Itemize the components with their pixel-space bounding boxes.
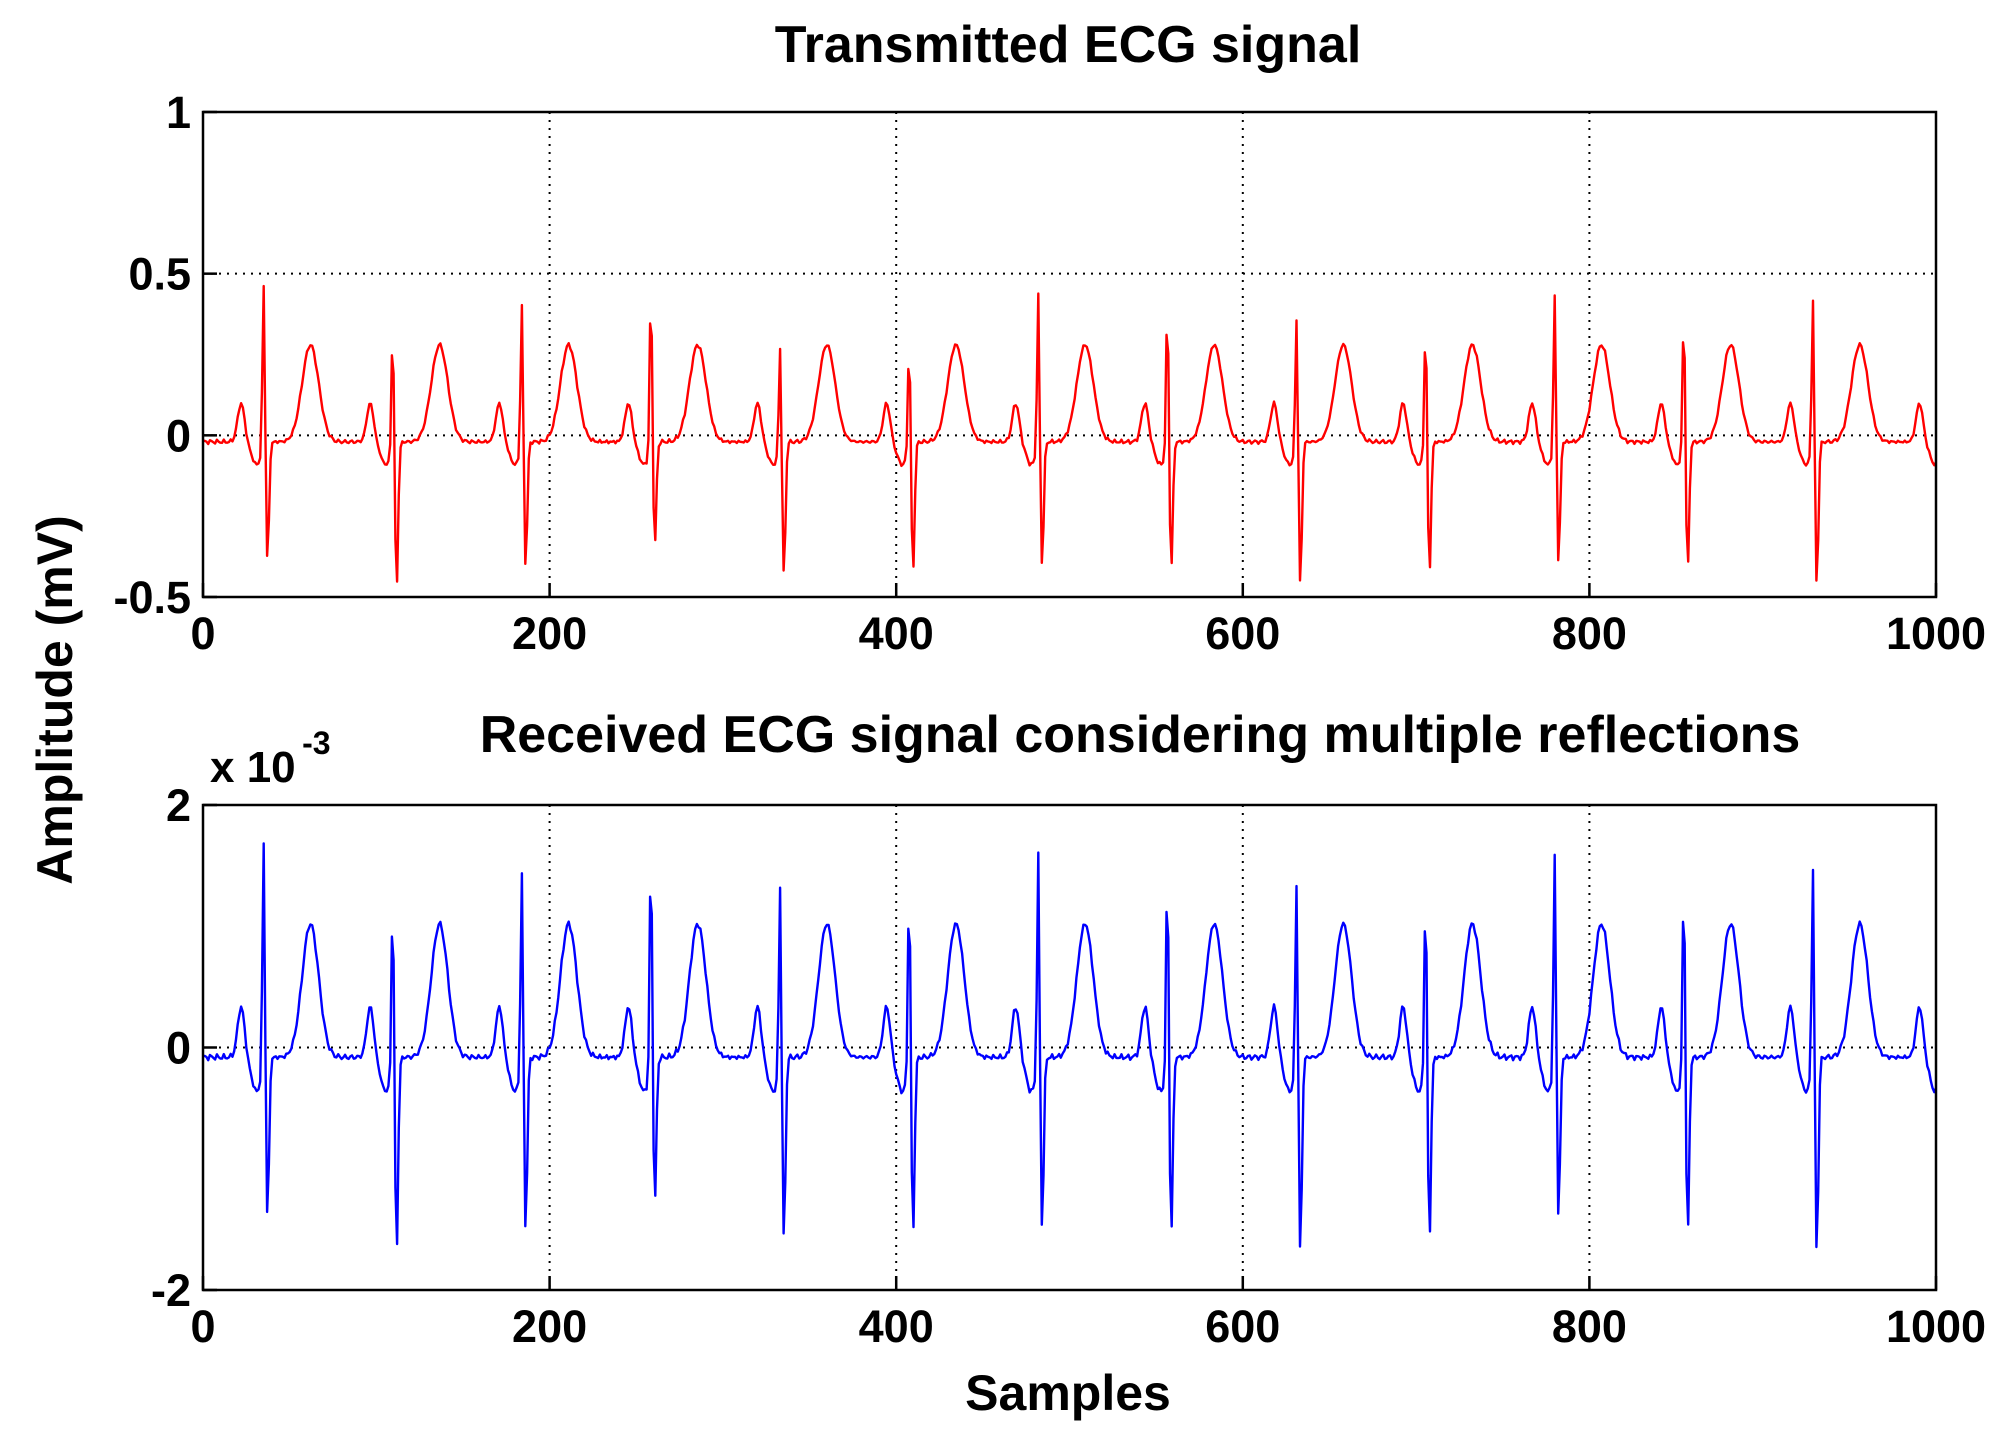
bottom-chart-x-tick-label: 0	[190, 1301, 215, 1352]
top-chart-y-tick-label: -0.5	[113, 572, 191, 623]
top-chart-x-tick-label: 1000	[1886, 608, 1986, 659]
bottom-chart-title: Received ECG signal considering multiple…	[480, 706, 1801, 764]
bottom-chart-exponent-label: x 10 -3	[210, 725, 331, 792]
top-chart-x-tick-label: 800	[1552, 608, 1627, 659]
top-chart-x-tick-label: 400	[859, 608, 934, 659]
top-chart-y-tick-label: 1	[166, 87, 191, 138]
bottom-chart-x-tick-label: 1000	[1886, 1301, 1986, 1352]
top-chart-title: Transmitted ECG signal	[775, 16, 1362, 74]
shared-y-axis-label: Amplitude (mV)	[27, 515, 83, 884]
top-chart-y-tick-label: 0.5	[128, 249, 191, 300]
bottom-chart-exponent-power: -3	[302, 725, 330, 761]
bottom-chart-y-tick-label: -2	[151, 1265, 191, 1316]
bottom-chart-y-tick-label: 0	[166, 1023, 191, 1074]
bottom-chart-ticks: 0 200 400 600 800 1000-202	[151, 780, 1986, 1352]
bottom-chart: Received ECG signal considering multiple…	[151, 706, 1986, 1421]
top-chart: Transmitted ECG signal 0 200 400 600 800 1000…	[113, 16, 1986, 659]
bottom-chart-x-tick-label: 600	[1205, 1301, 1280, 1352]
top-chart-x-tick-label: 600	[1205, 608, 1280, 659]
bottom-chart-exponent-base: x 10	[210, 743, 296, 792]
bottom-chart-x-tick-label: 400	[859, 1301, 934, 1352]
top-chart-x-tick-label: 0	[190, 608, 215, 659]
top-chart-series-line	[202, 284, 1938, 583]
top-chart-axes-box	[201, 110, 1938, 599]
top-chart-y-tick-label: 0	[166, 410, 191, 461]
bottom-chart-series-line	[202, 842, 1938, 1249]
top-chart-x-tick-label: 200	[512, 608, 587, 659]
bottom-chart-x-tick-label: 200	[512, 1301, 587, 1352]
top-chart-ticks: 0 200 400 600 800 1000-0.500.51	[113, 87, 1986, 659]
bottom-chart-x-tick-label: 800	[1552, 1301, 1627, 1352]
bottom-chart-y-tick-label: 2	[166, 780, 191, 831]
bottom-chart-x-axis-label: Samples	[965, 1365, 1171, 1421]
